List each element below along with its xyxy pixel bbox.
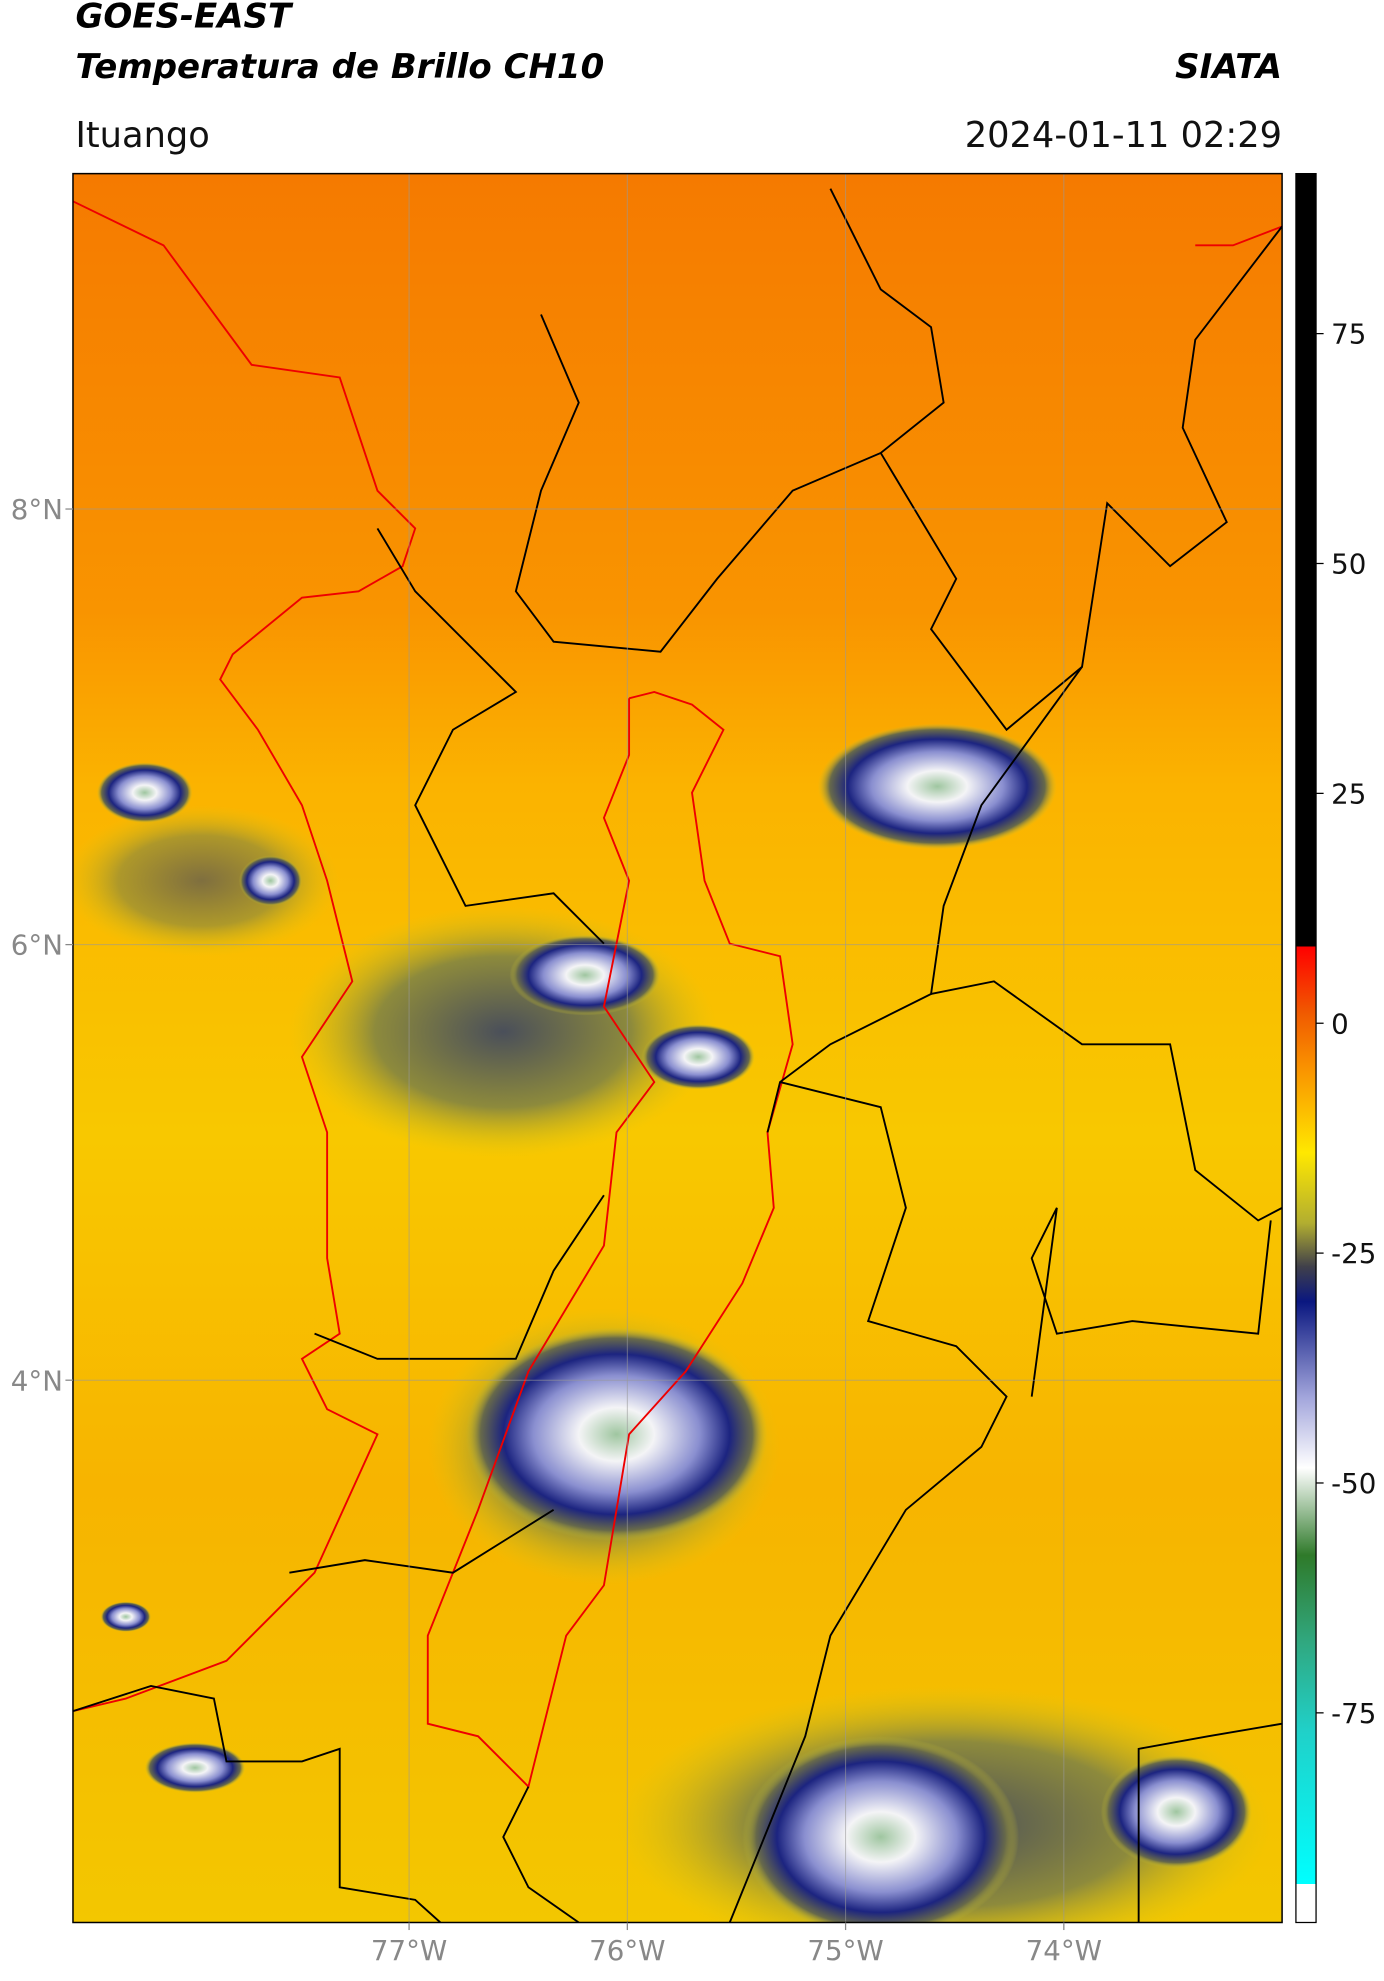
map-image xyxy=(72,173,1283,1923)
colorbar-tick-label: 0 xyxy=(1331,1007,1349,1040)
colorbar-tick-label: -75 xyxy=(1331,1697,1376,1730)
subtitle: Temperatura de Brillo CH10 xyxy=(75,47,604,87)
colorbar-tick-label: 50 xyxy=(1331,548,1366,581)
colorbar-tick-label: -50 xyxy=(1331,1467,1376,1500)
lon-tick-label: 76°W xyxy=(589,1934,665,1967)
map-frame xyxy=(72,172,1283,1924)
location: Ituango xyxy=(75,115,209,156)
labels: 77°W 76°W 75°W 74°W 8°N 6°N 4°N 75 50 25 0 -25 -50 -7… xyxy=(11,318,1377,1968)
lon-tick-label: 77°W xyxy=(371,1934,447,1967)
colorbar xyxy=(1295,172,1317,1924)
colorbar-tick-label: -25 xyxy=(1331,1237,1376,1270)
title: GOES-EAST xyxy=(75,0,293,37)
lat-tick-label: 8°N xyxy=(11,493,63,526)
agency: SIATA xyxy=(1175,47,1282,87)
colorbar-tick-label: 75 xyxy=(1331,318,1366,351)
lon-tick-label: 74°W xyxy=(1026,1934,1102,1967)
colorbar-tick-label: 25 xyxy=(1331,777,1366,810)
datetime: 2024-01-11 02:29 xyxy=(965,115,1282,156)
graticule xyxy=(72,173,1283,1923)
lat-tick-label: 4°N xyxy=(11,1364,63,1397)
lon-tick-label: 75°W xyxy=(807,1934,883,1967)
lat-tick-label: 6°N xyxy=(11,929,63,962)
